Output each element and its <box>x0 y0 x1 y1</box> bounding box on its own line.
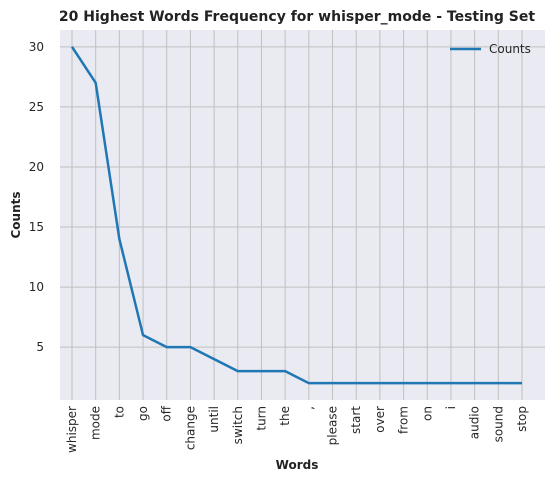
legend: Counts <box>450 42 531 56</box>
x-tick-label: stop <box>515 406 529 432</box>
series-line-counts <box>70 46 522 385</box>
x-tick-label: please <box>326 406 340 445</box>
x-tick-label: sound <box>491 406 505 442</box>
legend-label-counts: Counts <box>489 42 531 56</box>
y-tick-label: 25 <box>29 100 44 114</box>
y-tick-label: 15 <box>29 220 44 234</box>
x-tick-label: over <box>373 406 387 433</box>
x-tick-label: switch <box>231 406 245 444</box>
x-tick-label: turn <box>254 406 268 431</box>
grid-lines <box>60 30 545 400</box>
y-tick-labels: 5 10 15 20 25 30 <box>29 40 44 354</box>
x-tick-label: off <box>160 405 174 421</box>
x-tick-labels: whisper mode to go off change until switch turn t… <box>65 405 529 453</box>
x-tick-label: the <box>278 406 292 426</box>
y-tick-label: 10 <box>29 280 44 294</box>
y-tick-label: 20 <box>29 160 44 174</box>
y-tick-label: 5 <box>36 340 44 354</box>
x-tick-label: , <box>302 406 316 410</box>
x-tick-label: from <box>397 406 411 434</box>
chart-title: 20 Highest Words Frequency for whisper_m… <box>59 9 535 25</box>
x-tick-label: whisper <box>65 406 79 453</box>
x-tick-label: audio <box>468 406 482 439</box>
y-axis-label: Counts <box>9 191 23 238</box>
x-axis-label: Words <box>276 458 319 472</box>
x-tick-label: change <box>183 406 197 450</box>
x-tick-label: on <box>420 406 434 421</box>
plot-background <box>60 30 545 400</box>
y-tick-label: 30 <box>29 40 44 54</box>
x-tick-label: until <box>207 406 221 433</box>
x-tick-label: to <box>112 406 126 418</box>
x-tick-label: start <box>349 406 363 434</box>
x-tick-label: go <box>136 406 150 421</box>
x-tick-label: mode <box>89 406 103 440</box>
x-tick-label: i <box>444 406 458 409</box>
